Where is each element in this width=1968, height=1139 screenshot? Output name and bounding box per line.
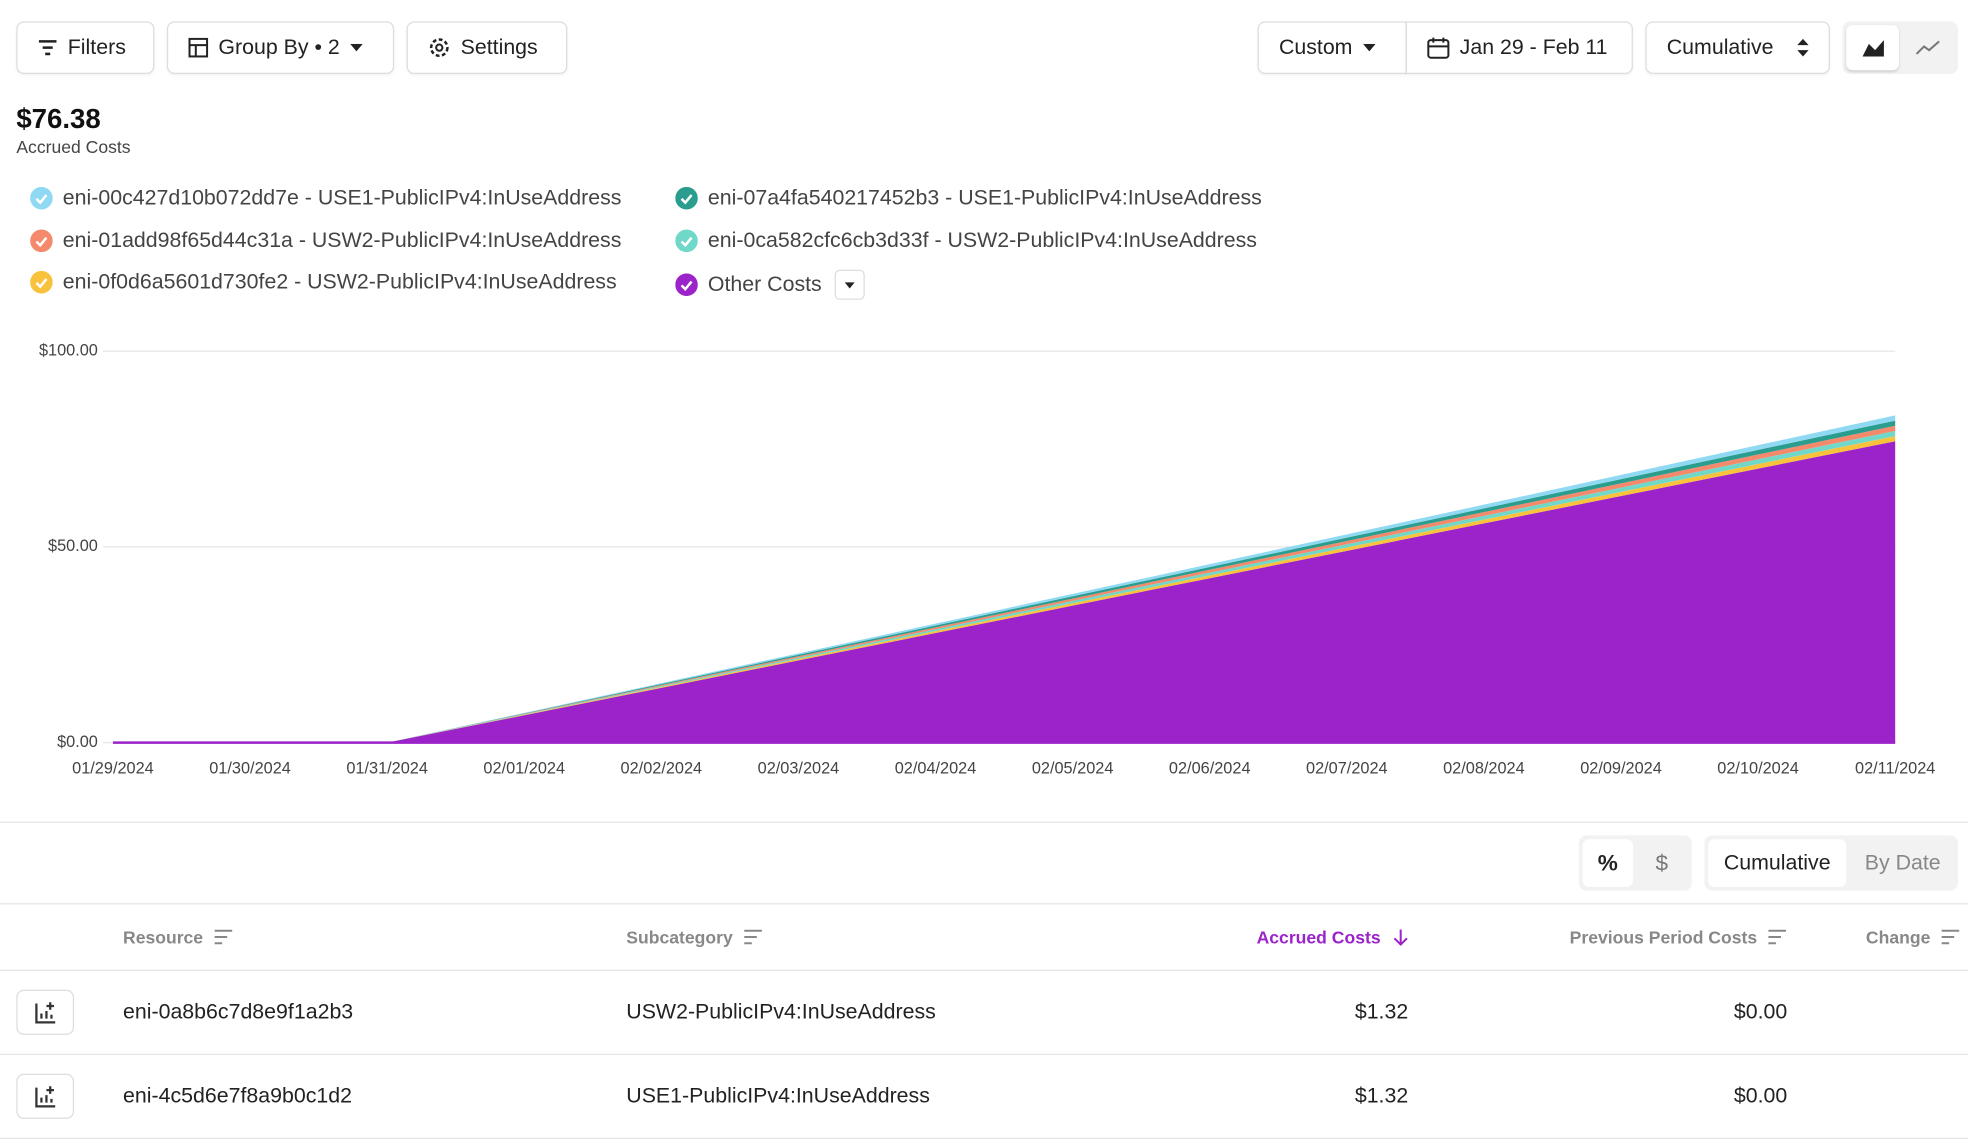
total-cost: $76.38 xyxy=(16,102,101,135)
cumulative-button[interactable]: Cumulative xyxy=(1708,839,1847,887)
legend-item[interactable]: Other Costs xyxy=(675,269,865,300)
area-chart-button[interactable] xyxy=(1846,25,1899,71)
percent-button[interactable]: % xyxy=(1582,839,1633,887)
divider xyxy=(0,821,1968,823)
settings-button[interactable]: Settings xyxy=(406,21,568,75)
column-header-label: Accrued Costs xyxy=(1256,927,1381,948)
chart-type-toggle xyxy=(1842,21,1958,75)
table-cell: $1.32 xyxy=(1354,999,1409,1024)
sort-icon xyxy=(744,929,762,945)
divider xyxy=(0,1053,1968,1055)
column-header[interactable]: Subcategory xyxy=(626,927,763,947)
table-cell: $0.00 xyxy=(1733,1083,1788,1108)
x-tick-label: 02/06/2024 xyxy=(1169,759,1251,777)
mode-label: Cumulative xyxy=(1666,35,1774,59)
table-cell: eni-0a8b6c7d8e9f1a2b3 xyxy=(122,999,354,1024)
legend-label: Other Costs xyxy=(707,272,822,297)
total-cost-label: Accrued Costs xyxy=(16,136,131,157)
divider xyxy=(0,903,1968,905)
legend-item[interactable]: eni-00c427d10b072dd7e - USE1-PublicIPv4:… xyxy=(30,186,621,211)
x-tick-label: 01/31/2024 xyxy=(346,759,428,777)
legend-label: eni-01add98f65d44c31a - USW2-PublicIPv4:… xyxy=(62,227,622,252)
column-header-label: Resource xyxy=(122,927,204,948)
legend-more-button[interactable] xyxy=(834,269,865,300)
by-date-button[interactable]: By Date xyxy=(1864,850,1941,875)
date-range-button[interactable]: Jan 29 - Feb 11 xyxy=(1405,21,1633,75)
x-tick-label: 02/07/2024 xyxy=(1306,759,1388,777)
row-chart-icon xyxy=(35,1086,56,1108)
legend-check xyxy=(675,273,698,297)
area-series xyxy=(112,441,1896,743)
x-tick-label: 02/04/2024 xyxy=(895,759,977,777)
group-by-button[interactable]: Group By • 2 xyxy=(166,21,395,75)
x-tick-label: 02/10/2024 xyxy=(1717,759,1799,777)
row-chart-button[interactable] xyxy=(16,1073,75,1119)
y-tick-label: $100.00 xyxy=(39,342,98,360)
legend-label: eni-0f0d6a5601d730fe2 - USW2-PublicIPv4:… xyxy=(62,269,617,294)
line-chart-button[interactable] xyxy=(1901,25,1954,70)
x-tick-label: 01/30/2024 xyxy=(209,759,291,777)
row-chart-icon xyxy=(35,1002,56,1024)
range-preset-button[interactable]: Custom xyxy=(1257,21,1407,75)
table-cell: eni-4c5d6e7f8a9b0c1d2 xyxy=(122,1083,352,1108)
column-header[interactable]: Accrued Costs xyxy=(1257,927,1411,947)
table-mode-toggle: Cumulative By Date xyxy=(1704,835,1958,891)
x-tick-label: 02/02/2024 xyxy=(621,759,703,777)
column-header-label: Change xyxy=(1865,927,1931,948)
legend-item[interactable]: eni-07a4fa540217452b3 - USE1-PublicIPv4:… xyxy=(675,186,1262,211)
filters-label: Filters xyxy=(67,35,126,59)
dollar-button[interactable]: $ xyxy=(1655,849,1669,875)
x-tick-label: 01/29/2024 xyxy=(72,759,154,777)
x-tick-label: 02/01/2024 xyxy=(483,759,565,777)
sort-icon xyxy=(1941,929,1960,945)
column-header-label: Previous Period Costs xyxy=(1569,927,1758,948)
sort-icon xyxy=(1768,929,1787,945)
legend-item[interactable]: eni-0f0d6a5601d730fe2 - USW2-PublicIPv4:… xyxy=(30,270,617,295)
settings-label: Settings xyxy=(460,35,538,59)
x-tick-label: 02/08/2024 xyxy=(1443,759,1525,777)
legend-item[interactable]: eni-01add98f65d44c31a - USW2-PublicIPv4:… xyxy=(30,228,621,253)
chart: $0.00 $50.00 $100.00 01/29/2024 01/30/2024 01… xyxy=(39,342,1935,778)
x-tick-label: 02/11/2024 xyxy=(1855,759,1935,777)
group-by-label: Group By • 2 xyxy=(218,35,340,59)
row-chart-button[interactable] xyxy=(16,989,75,1035)
divider xyxy=(0,969,1968,971)
legend-check xyxy=(675,228,698,252)
legend-check xyxy=(30,270,53,294)
table-cell: $1.32 xyxy=(1354,1083,1409,1108)
legend-check xyxy=(675,186,698,210)
sort-icon xyxy=(1393,929,1408,946)
column-header-label: Subcategory xyxy=(626,927,733,948)
legend-check xyxy=(30,228,53,252)
legend-label: eni-00c427d10b072dd7e - USE1-PublicIPv4:… xyxy=(62,185,622,210)
table-cell: $0.00 xyxy=(1733,999,1788,1024)
legend-check xyxy=(30,186,53,210)
y-tick-label: $50.00 xyxy=(48,537,98,555)
legend-item[interactable]: eni-0ca582cfc6cb3d33f - USW2-PublicIPv4:… xyxy=(675,228,1257,253)
legend-label: eni-0ca582cfc6cb3d33f - USW2-PublicIPv4:… xyxy=(707,227,1257,252)
date-range-label: Jan 29 - Feb 11 xyxy=(1459,35,1608,59)
column-header[interactable]: Resource xyxy=(123,927,233,947)
column-header[interactable]: Change xyxy=(1866,927,1961,947)
range-preset-label: Custom xyxy=(1278,35,1353,59)
filters-button[interactable]: Filters xyxy=(16,21,155,75)
table-cell: USW2-PublicIPv4:InUseAddress xyxy=(626,999,936,1024)
x-tick-label: 02/09/2024 xyxy=(1580,759,1662,777)
legend-label: eni-07a4fa540217452b3 - USE1-PublicIPv4:… xyxy=(707,185,1262,210)
x-tick-label: 02/03/2024 xyxy=(758,759,840,777)
column-header[interactable]: Previous Period Costs xyxy=(1570,927,1788,947)
unit-toggle: % $ xyxy=(1578,835,1692,891)
table-cell: USE1-PublicIPv4:InUseAddress xyxy=(626,1083,930,1108)
x-tick-label: 02/05/2024 xyxy=(1032,759,1114,777)
mode-select[interactable]: Cumulative xyxy=(1645,21,1830,75)
y-tick-label: $0.00 xyxy=(57,733,98,751)
sort-icon xyxy=(214,929,232,945)
